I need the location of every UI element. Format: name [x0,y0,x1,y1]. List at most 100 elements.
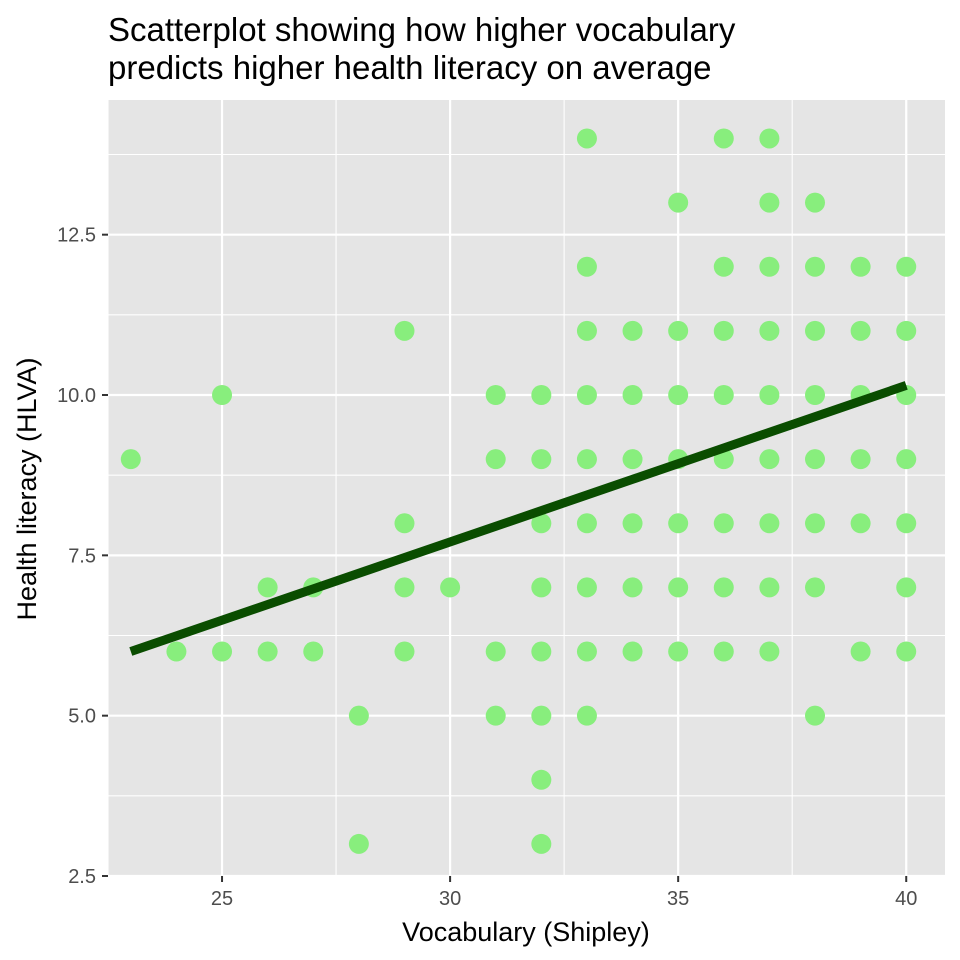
data-point [531,385,552,406]
data-point [713,641,734,662]
x-axis-title: Vocabulary (Shipley) [402,917,650,947]
data-point [485,705,506,726]
data-point [759,385,780,406]
data-point [805,192,826,213]
data-point [531,641,552,662]
data-point [713,513,734,534]
y-tick-label: 12.5 [57,225,96,247]
data-point [805,577,826,598]
data-point [668,385,689,406]
data-point [713,320,734,341]
data-point [850,256,871,277]
data-point [622,577,643,598]
data-point [531,833,552,854]
data-point [212,385,233,406]
data-point [348,705,369,726]
grid-major [108,100,945,878]
data-point [896,256,917,277]
data-point [850,449,871,470]
data-point [759,641,780,662]
data-point [576,513,597,534]
data-point [348,833,369,854]
data-point [576,320,597,341]
data-point [394,320,415,341]
x-tick-label: 35 [667,888,689,910]
chart-title-line-2: predicts higher health literacy on avera… [108,49,712,86]
data-point [622,641,643,662]
data-point [576,256,597,277]
data-point [805,513,826,534]
data-point [805,705,826,726]
data-point [668,641,689,662]
x-axis: 25 30 35 40 [211,876,917,910]
data-point [713,128,734,149]
trend-line [129,381,908,656]
data-point [531,449,552,470]
data-point [257,641,278,662]
data-point [668,577,689,598]
data-point [531,705,552,726]
y-tick-label: 5.0 [68,706,96,728]
data-point [485,641,506,662]
chart-title-line-1: Scatterplot showing how higher vocabular… [108,11,736,48]
data-point [713,256,734,277]
data-point [576,385,597,406]
y-axis: 2.5 5.0 7.5 10.0 12.5 [57,225,108,888]
data-point [668,320,689,341]
data-point [668,513,689,534]
x-tick-label: 25 [211,888,233,910]
data-point [622,385,643,406]
data-point [850,513,871,534]
y-tick-label: 7.5 [68,545,96,567]
data-point [485,385,506,406]
data-point [394,641,415,662]
data-point [896,577,917,598]
y-axis-title: Health literacy (HLVA) [12,357,42,620]
data-point [576,577,597,598]
data-point [896,513,917,534]
x-tick-label: 30 [439,888,461,910]
data-point [394,513,415,534]
data-point [668,192,689,213]
data-point [850,641,871,662]
x-tick-label: 40 [895,888,917,910]
grid-minor [107,100,945,876]
data-point [531,577,552,598]
data-point [896,449,917,470]
data-point [805,449,826,470]
data-point [120,449,141,470]
data-point [896,320,917,341]
data-point [257,577,278,598]
y-tick-label: 2.5 [68,866,96,888]
data-point [531,769,552,790]
data-point [394,577,415,598]
data-point [759,128,780,149]
data-point [576,641,597,662]
y-tick-label: 10.0 [57,385,96,407]
data-point [713,385,734,406]
data-point [440,577,461,598]
data-points [120,128,917,854]
data-point [805,320,826,341]
data-point [576,705,597,726]
data-point [622,513,643,534]
data-point [622,320,643,341]
data-point [759,192,780,213]
data-point [850,320,871,341]
data-point [485,449,506,470]
data-point [759,577,780,598]
data-point [759,513,780,534]
data-point [805,385,826,406]
data-point [303,641,324,662]
data-point [713,577,734,598]
data-point [531,513,552,534]
data-point [166,641,187,662]
data-point [896,641,917,662]
data-point [212,641,233,662]
plot-panel [108,100,945,876]
trend-line-layer [129,381,908,656]
data-point [759,256,780,277]
data-point [759,320,780,341]
data-point [576,449,597,470]
